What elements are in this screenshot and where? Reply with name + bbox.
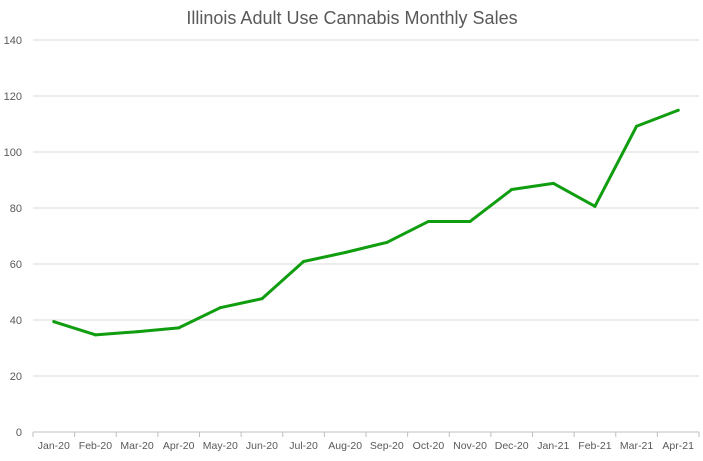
y-axis: 0 20 40 60 80 100 120 140	[4, 35, 22, 439]
data-point	[135, 330, 139, 334]
y-tick-label: 80	[10, 203, 22, 215]
gridlines	[33, 39, 699, 433]
x-tick-label: Nov-20	[453, 440, 487, 452]
data-point	[385, 240, 389, 244]
x-tick-label: Feb-21	[578, 440, 611, 452]
y-tick-label: 20	[10, 371, 22, 383]
x-tick-label: Mar-21	[620, 440, 653, 452]
data-point	[676, 108, 680, 112]
data-point	[93, 333, 97, 337]
series-line	[52, 108, 680, 337]
x-tick-label: Jul-20	[289, 440, 318, 452]
data-point	[635, 124, 639, 128]
x-axis: Jan-20 Feb-20 Mar-20 Apr-20 May-20 Jun-20 Jul-…	[32, 432, 700, 452]
data-point	[218, 306, 222, 310]
chart-title: Illinois Adult Use Cannabis Monthly Sale…	[186, 8, 517, 28]
x-tick-label: Jan-21	[537, 440, 569, 452]
y-tick-label: 60	[10, 259, 22, 271]
x-tick-label: Mar-20	[120, 440, 153, 452]
data-point	[343, 251, 347, 255]
y-tick-label: 0	[16, 427, 22, 439]
data-point	[551, 181, 555, 185]
x-tick-label: Dec-20	[495, 440, 529, 452]
x-tick-label: Jun-20	[246, 440, 278, 452]
data-point	[510, 188, 514, 192]
data-point	[177, 326, 181, 330]
data-point	[260, 297, 264, 301]
data-point	[426, 219, 430, 223]
y-tick-label: 40	[10, 315, 22, 327]
y-tick-label: 100	[4, 147, 22, 159]
data-point	[468, 219, 472, 223]
x-tick-label: Jan-20	[38, 440, 70, 452]
data-point	[302, 259, 306, 263]
x-tick-label: Feb-20	[79, 440, 112, 452]
x-tick-label: Sep-20	[370, 440, 404, 452]
x-tick-label: Apr-20	[163, 440, 195, 452]
x-tick-label: May-20	[203, 440, 238, 452]
x-tick-label: Aug-20	[328, 440, 362, 452]
data-point	[593, 204, 597, 208]
y-tick-label: 120	[4, 91, 22, 103]
y-tick-label: 140	[4, 35, 22, 47]
series	[52, 108, 680, 337]
x-tick-label: Oct-20	[413, 440, 445, 452]
data-point	[52, 320, 56, 324]
x-tick-label: Apr-21	[662, 440, 694, 452]
